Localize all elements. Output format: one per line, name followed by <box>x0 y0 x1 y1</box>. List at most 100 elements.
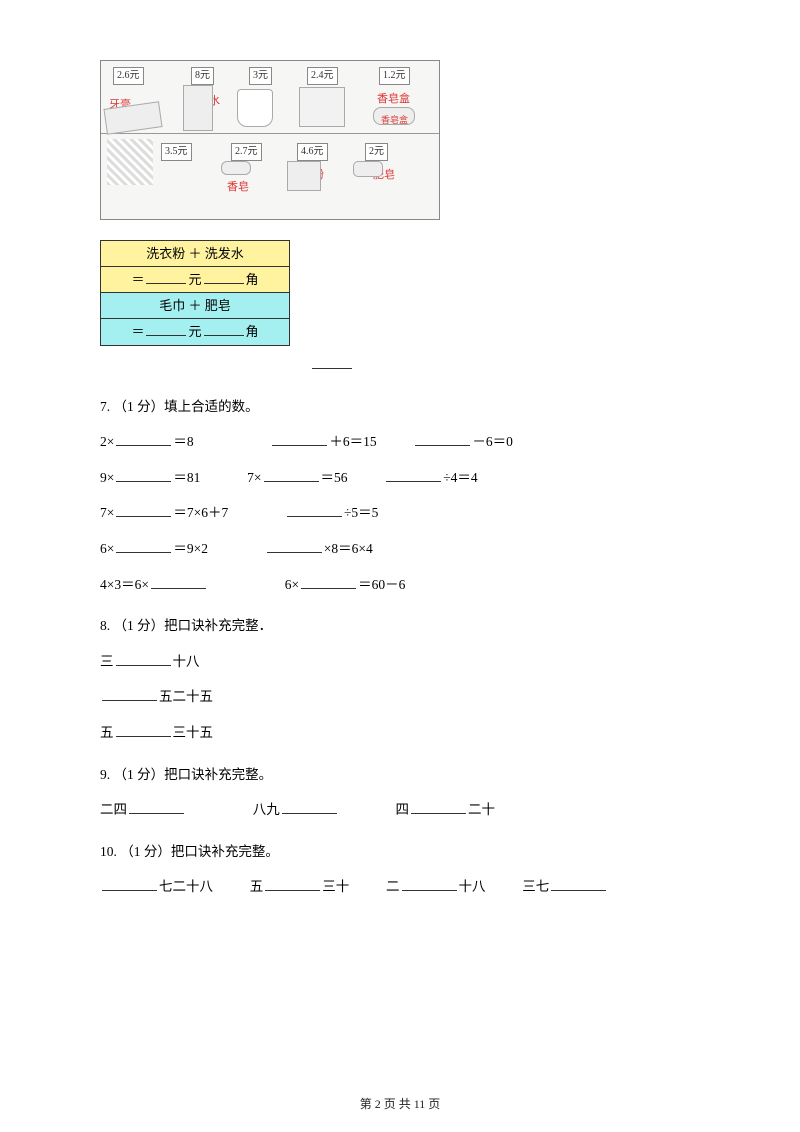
t: ＝9×2 <box>173 541 208 556</box>
blank[interactable] <box>102 689 157 701</box>
q10-header: 10. （1 分）把口诀补充完整。 <box>100 841 700 863</box>
calc-blank[interactable] <box>204 272 244 284</box>
blank[interactable] <box>264 470 319 482</box>
blank[interactable] <box>287 505 342 517</box>
q7-l4: 6× ＝9×2 ×8＝6×4 <box>100 538 700 560</box>
q9-header: 9. （1 分）把口诀补充完整。 <box>100 764 700 786</box>
t: 7× <box>247 470 261 485</box>
calc-r3: 毛巾 ＋ 肥皂 <box>101 293 289 319</box>
drawing-soap <box>221 161 251 175</box>
t: ＝60－6 <box>358 577 405 592</box>
blank[interactable] <box>129 802 184 814</box>
t: 八九 <box>253 802 280 817</box>
q7-l5: 4×3＝6× 6×＝60－6 <box>100 574 700 596</box>
label-soapbox: 香皂盒 <box>377 91 410 109</box>
q8-l3: 五 三十五 <box>100 722 700 744</box>
label-soap: 香皂 <box>227 179 249 197</box>
blank[interactable] <box>415 434 470 446</box>
price-toothpaste: 2.6元 <box>113 67 144 85</box>
page-footer: 第 2 页 共 11 页 <box>0 1095 800 1114</box>
drawing-detergent <box>287 161 321 191</box>
t: 6× <box>100 541 114 556</box>
page: 2.6元 8元 3元 2.4元 1.2元 牙膏 洗发水 水杯 牙刷 香皂盒 香皂… <box>0 0 800 1132</box>
q7-l3: 7× ＝7×6＋7 ÷5＝5 <box>100 502 700 524</box>
drawing-shampoo <box>183 85 213 131</box>
t: 三七 <box>522 879 549 894</box>
t: 9× <box>100 470 114 485</box>
blank[interactable] <box>551 879 606 891</box>
calc-blank[interactable] <box>146 324 186 336</box>
t: ＝7×6＋7 <box>173 505 228 520</box>
calc-table: 洗衣粉 ＋ 洗发水 ＝元角 毛巾 ＋ 肥皂 ＝元角 <box>100 240 290 346</box>
t: 十八 <box>459 879 486 894</box>
shelf-divider <box>101 133 439 134</box>
blank[interactable] <box>116 654 171 666</box>
blank[interactable] <box>282 802 337 814</box>
r4-yuan: 元 <box>188 324 201 339</box>
r2-jiao: 角 <box>246 272 259 287</box>
price-soapbox: 1.2元 <box>379 67 410 85</box>
q8-l2: 五二十五 <box>100 686 700 708</box>
t: ＝81 <box>173 470 200 485</box>
drawing-toothbrush-box <box>299 87 345 127</box>
q7-l1: 2× ＝8 ＋6＝15 －6＝0 <box>100 431 700 453</box>
price-towel: 3.5元 <box>161 143 192 161</box>
label-soapbox-2: 香皂盒 <box>381 113 408 127</box>
drawing-towel <box>107 139 153 185</box>
blank[interactable] <box>102 879 157 891</box>
q7-l2: 9× ＝81 7× ＝56 ÷4＝4 <box>100 467 700 489</box>
blank[interactable] <box>116 541 171 553</box>
calc-r1: 洗衣粉 ＋ 洗发水 <box>101 241 289 267</box>
blank[interactable] <box>386 470 441 482</box>
r4-jiao: 角 <box>246 324 259 339</box>
blank[interactable] <box>116 434 171 446</box>
blank[interactable] <box>301 577 356 589</box>
t: 三十五 <box>173 725 214 740</box>
calc-blank[interactable] <box>204 324 244 336</box>
t: 2× <box>100 434 114 449</box>
calc-blank[interactable] <box>146 272 186 284</box>
blank[interactable] <box>267 541 322 553</box>
price-bathsoap: 2元 <box>365 143 388 161</box>
t: 五二十五 <box>159 689 213 704</box>
trailing-blank[interactable] <box>312 357 352 369</box>
t: 三十 <box>322 879 349 894</box>
t: ×8＝6×4 <box>324 541 373 556</box>
price-toothbrush: 2.4元 <box>307 67 338 85</box>
blank[interactable] <box>402 879 457 891</box>
blank[interactable] <box>272 434 327 446</box>
shop-illustration: 2.6元 8元 3元 2.4元 1.2元 牙膏 洗发水 水杯 牙刷 香皂盒 香皂… <box>100 60 440 220</box>
t: 十八 <box>173 654 200 669</box>
t: －6＝0 <box>472 434 513 449</box>
t: 三 <box>100 654 114 669</box>
t: 二十 <box>468 802 495 817</box>
drawing-cup <box>237 89 273 127</box>
t: ＝8 <box>173 434 193 449</box>
q7-header: 7. （1 分）填上合适的数。 <box>100 396 700 418</box>
t: ÷4＝4 <box>443 470 477 485</box>
t: 7× <box>100 505 114 520</box>
drawing-bathsoap <box>353 161 383 177</box>
t: 四 <box>396 802 410 817</box>
t: ÷5＝5 <box>344 505 378 520</box>
q9-l1: 二四 八九 四二十 <box>100 799 700 821</box>
t: 6× <box>285 577 299 592</box>
r4-eq: ＝ <box>131 324 144 339</box>
blank[interactable] <box>116 470 171 482</box>
blank[interactable] <box>151 577 206 589</box>
blank[interactable] <box>116 725 171 737</box>
blank[interactable] <box>265 879 320 891</box>
t: ＝56 <box>321 470 348 485</box>
price-soap: 2.7元 <box>231 143 262 161</box>
t: 七二十八 <box>159 879 213 894</box>
q10-l1: 七二十八 五 三十 二 十八 三七 <box>100 876 700 898</box>
r2-eq: ＝ <box>131 272 144 287</box>
t: ＋6＝15 <box>329 434 376 449</box>
blank[interactable] <box>116 505 171 517</box>
q8-header: 8. （1 分）把口诀补充完整． <box>100 615 700 637</box>
t: 五 <box>100 725 114 740</box>
t: 五 <box>250 879 264 894</box>
blank[interactable] <box>411 802 466 814</box>
t: 二 <box>386 879 400 894</box>
calc-r2: ＝元角 <box>101 267 289 293</box>
